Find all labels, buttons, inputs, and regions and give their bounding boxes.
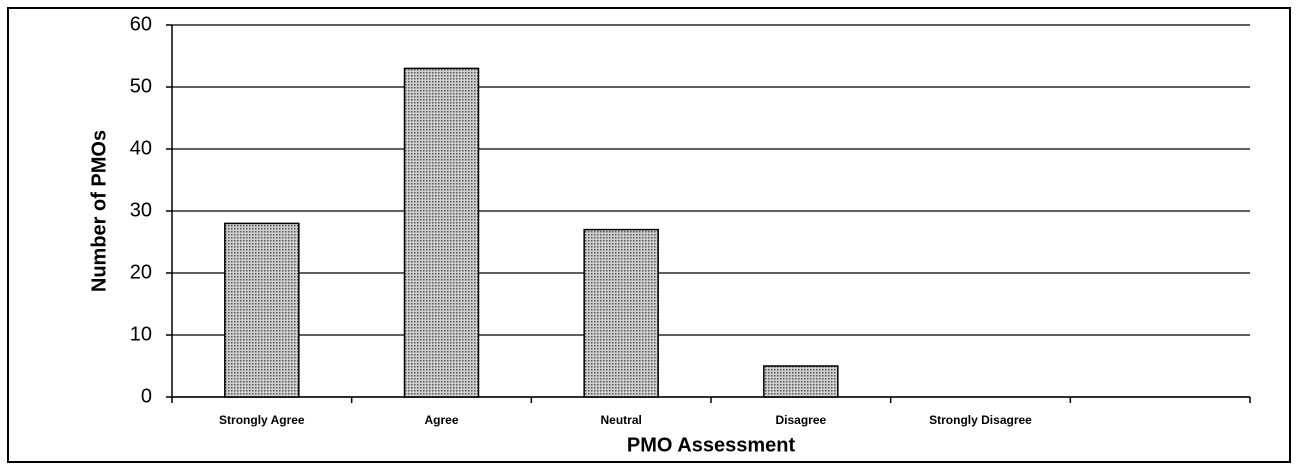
x-tick-label: Agree (424, 413, 458, 427)
y-tick-label: 30 (130, 199, 152, 221)
chart-border (7, 7, 1291, 463)
bar (403, 67, 480, 398)
y-tick-label: 10 (130, 323, 152, 345)
x-tick-label: Neutral (600, 413, 641, 427)
x-tick-label: Strongly Agree (219, 413, 305, 427)
y-tick-label: 40 (130, 137, 152, 159)
y-axis-title: Number of PMOs (88, 130, 110, 292)
bar (224, 222, 300, 398)
bar (763, 365, 839, 398)
y-tick-label: 20 (130, 261, 152, 283)
x-tick-label: Strongly Disagree (929, 413, 1032, 427)
x-tick-label: Disagree (775, 413, 826, 427)
y-tick-label: 50 (130, 75, 152, 97)
y-tick-label: 60 (130, 13, 152, 35)
bar (583, 228, 659, 398)
x-axis-title: PMO Assessment (627, 434, 796, 456)
y-tick-label: 0 (141, 385, 152, 407)
